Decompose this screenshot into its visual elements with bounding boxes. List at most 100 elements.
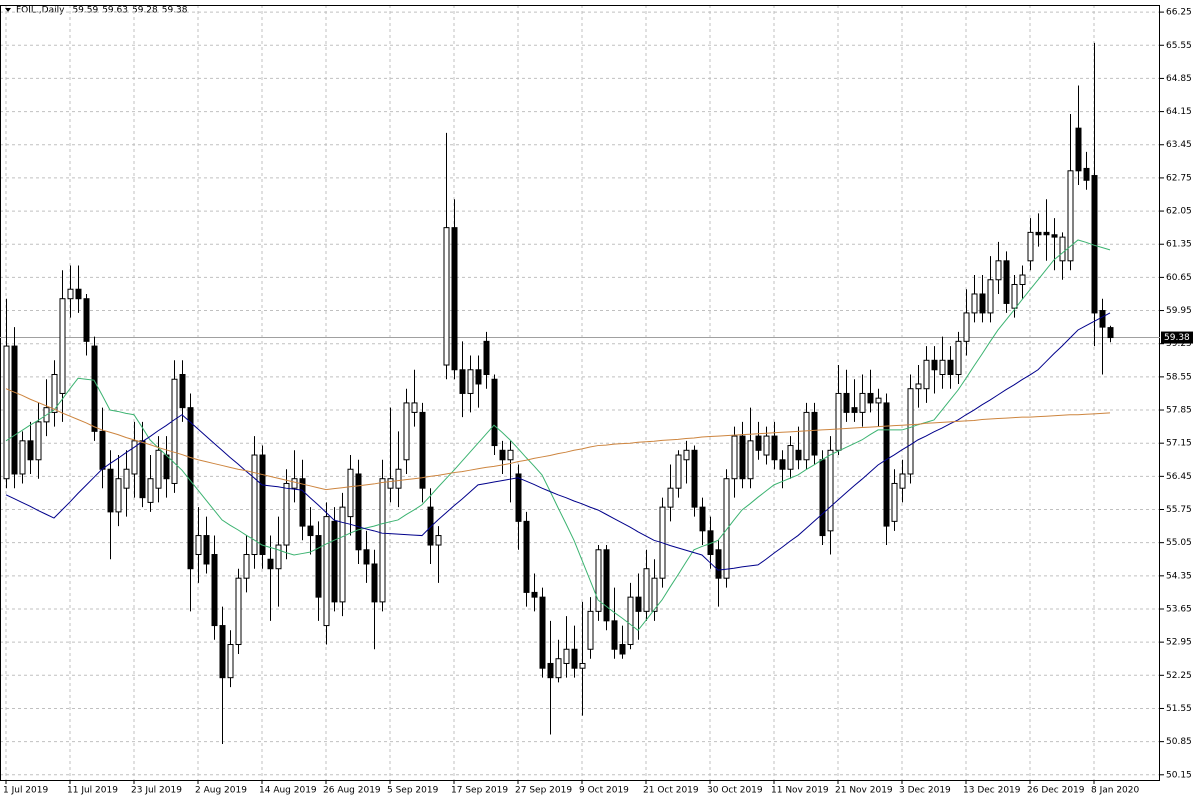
candle-body [835, 392, 842, 451]
candle-body [819, 459, 826, 537]
candle-body [107, 468, 114, 513]
candle-body [347, 468, 354, 518]
candle-body [827, 449, 834, 532]
header-ohlc: 59.59 [72, 6, 98, 16]
moving-average [5, 388, 1111, 491]
candle-body [963, 312, 970, 342]
candle-body [603, 549, 610, 622]
y-tick-label: 55.75 [1166, 505, 1192, 515]
candle-body [379, 478, 386, 603]
y-tick-label: 63.45 [1166, 140, 1192, 150]
candle-body [1051, 234, 1058, 238]
price-label: 59.38 [1164, 333, 1190, 343]
candle-body [427, 506, 434, 546]
candle-body [59, 298, 66, 394]
header-ohlc: 59.38 [162, 6, 188, 16]
x-tick-label: 2 Aug 2019 [195, 786, 247, 796]
x-tick-label: 9 Oct 2019 [579, 786, 629, 796]
candle-body [1099, 310, 1106, 328]
candle-body [211, 554, 218, 627]
candle-body [899, 473, 906, 489]
candle-body [891, 482, 898, 522]
y-tick-label: 50.85 [1166, 737, 1192, 747]
candle-body [771, 435, 778, 461]
candle-body [139, 440, 146, 499]
candle-body [307, 525, 314, 537]
candle-body [859, 392, 866, 413]
candle-body [51, 373, 58, 413]
candle-body [739, 435, 746, 480]
candle-body [939, 359, 946, 375]
y-tick-label: 55.05 [1166, 538, 1192, 548]
collapse-icon[interactable] [5, 8, 11, 12]
x-tick-label: 23 Jul 2019 [131, 786, 182, 796]
header-ohlc: 59.63 [102, 6, 128, 16]
candle-body [67, 288, 74, 300]
y-tick-label: 52.95 [1166, 638, 1192, 648]
candle-body [803, 411, 810, 461]
candle-body [1107, 327, 1114, 339]
candle-body [387, 478, 394, 489]
y-tick-label: 58.55 [1166, 372, 1192, 382]
candle-body [483, 340, 490, 375]
candle-body [539, 596, 546, 669]
candle-body [547, 662, 554, 679]
candle-body [667, 487, 674, 508]
candle-body [779, 459, 786, 470]
candle-body [571, 648, 578, 669]
candle-body [747, 440, 754, 480]
candle-body [299, 478, 306, 527]
candle-body [587, 610, 594, 650]
candle-body [219, 625, 226, 679]
x-tick-label: 1 Jul 2019 [3, 786, 48, 796]
candle-body [35, 421, 42, 461]
candle-body [75, 288, 82, 300]
x-tick-label: 5 Sep 2019 [387, 786, 439, 796]
candle-body [331, 520, 338, 603]
candle-body [731, 435, 738, 480]
candle-body [1059, 236, 1066, 262]
candle-body [99, 430, 106, 470]
x-tick-label: 11 Jul 2019 [67, 786, 118, 796]
candle-body [3, 345, 10, 480]
y-tick-label: 56.45 [1166, 472, 1192, 482]
candle-body [611, 620, 618, 650]
candle-body [155, 449, 162, 489]
candle-body [131, 440, 138, 475]
candle-body [1011, 283, 1018, 309]
candle-body [203, 535, 210, 565]
moving-average [5, 239, 1111, 632]
x-tick-label: 17 Sep 2019 [451, 786, 508, 796]
candle-body [315, 535, 322, 598]
candle-body [795, 449, 802, 461]
chart-title: FOIL.,Daily [16, 6, 65, 16]
candle-body [451, 227, 458, 371]
y-tick-label: 53.65 [1166, 604, 1192, 614]
candle-body [675, 454, 682, 489]
candle-body [179, 373, 186, 409]
candle-body [531, 591, 538, 598]
x-tick-label: 8 Jan 2020 [1091, 786, 1139, 796]
x-tick-label: 30 Oct 2019 [707, 786, 763, 796]
x-tick-label: 26 Dec 2019 [1027, 786, 1085, 796]
candle-body [435, 535, 442, 546]
candle-body [627, 596, 634, 646]
candle-body [635, 596, 642, 612]
x-tick-label: 26 Aug 2019 [323, 786, 381, 796]
y-tick-label: 57.15 [1166, 439, 1192, 449]
candle-body [259, 454, 266, 556]
candle-body [1027, 231, 1034, 262]
candle-body [1083, 167, 1090, 181]
candle-body [851, 407, 858, 413]
y-tick-label: 64.15 [1166, 107, 1192, 117]
candle-body [883, 402, 890, 527]
candle-body [459, 369, 466, 394]
candle-body [291, 478, 298, 489]
candle-body [275, 544, 282, 570]
candle-body [475, 369, 482, 385]
y-tick-label: 62.75 [1166, 173, 1192, 183]
candle-body [723, 478, 730, 579]
y-tick-label: 60.65 [1166, 273, 1192, 283]
candle-body [1043, 231, 1050, 236]
